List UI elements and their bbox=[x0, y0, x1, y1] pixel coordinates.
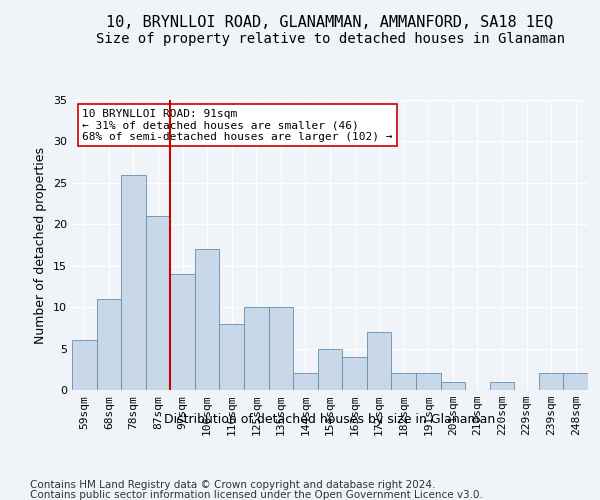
Bar bbox=[121, 174, 146, 390]
Bar bbox=[220, 324, 244, 390]
Bar bbox=[170, 274, 195, 390]
Bar bbox=[342, 357, 367, 390]
Text: Distribution of detached houses by size in Glanaman: Distribution of detached houses by size … bbox=[164, 412, 496, 426]
Bar bbox=[367, 332, 391, 390]
Bar bbox=[146, 216, 170, 390]
Text: 10 BRYNLLOI ROAD: 91sqm
← 31% of detached houses are smaller (46)
68% of semi-de: 10 BRYNLLOI ROAD: 91sqm ← 31% of detache… bbox=[82, 108, 393, 142]
Bar bbox=[244, 307, 269, 390]
Bar bbox=[563, 374, 588, 390]
Bar bbox=[539, 374, 563, 390]
Bar bbox=[416, 374, 440, 390]
Bar bbox=[318, 348, 342, 390]
Bar bbox=[391, 374, 416, 390]
Bar bbox=[490, 382, 514, 390]
Bar bbox=[195, 249, 220, 390]
Y-axis label: Number of detached properties: Number of detached properties bbox=[34, 146, 47, 344]
Bar bbox=[97, 299, 121, 390]
Text: Contains public sector information licensed under the Open Government Licence v3: Contains public sector information licen… bbox=[30, 490, 483, 500]
Bar bbox=[72, 340, 97, 390]
Text: Contains HM Land Registry data © Crown copyright and database right 2024.: Contains HM Land Registry data © Crown c… bbox=[30, 480, 436, 490]
Bar bbox=[293, 374, 318, 390]
Text: Size of property relative to detached houses in Glanaman: Size of property relative to detached ho… bbox=[95, 32, 565, 46]
Bar bbox=[269, 307, 293, 390]
Bar bbox=[440, 382, 465, 390]
Text: 10, BRYNLLOI ROAD, GLANAMMAN, AMMANFORD, SA18 1EQ: 10, BRYNLLOI ROAD, GLANAMMAN, AMMANFORD,… bbox=[106, 15, 554, 30]
